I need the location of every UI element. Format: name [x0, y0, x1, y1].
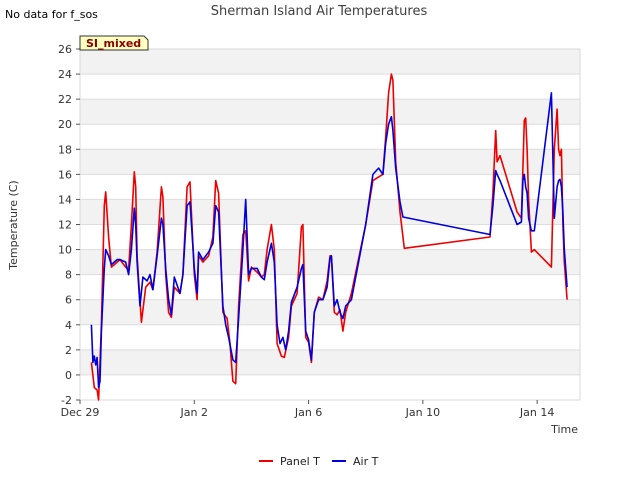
grid-bands: [80, 49, 580, 401]
y-tick-label: 22: [58, 93, 72, 106]
grid-band: [80, 124, 580, 150]
grid-band: [80, 374, 580, 400]
y-tick-label: 14: [58, 193, 72, 206]
grid-band: [80, 49, 580, 75]
tag-box-shape: [79, 35, 149, 51]
grid-band: [80, 99, 580, 125]
y-axis-label: Temperature (C): [7, 180, 20, 270]
series-line-air-t: [90, 92, 568, 389]
legend-label-air-t: Air T: [353, 455, 379, 468]
y-tick-label: 24: [58, 68, 72, 81]
y-tick-label: 2: [65, 344, 72, 357]
grid-band: [80, 299, 580, 325]
x-axis-label: Time: [550, 423, 578, 436]
x-tick-label: Dec 29: [61, 406, 100, 419]
grid-band: [80, 224, 580, 250]
grid-band: [80, 274, 580, 300]
x-tick-label: Jan 14: [519, 406, 554, 419]
y-tick-label: 16: [58, 168, 72, 181]
y-tick-label: 8: [65, 269, 72, 282]
x-ticks: Dec 29 Jan 2 Jan 6 Jan 10 Jan 14: [61, 400, 554, 419]
y-tick-label: 10: [58, 244, 72, 257]
grid-band: [80, 324, 580, 350]
y-tick-label: 18: [58, 143, 72, 156]
no-data-note: No data for f_sos: [5, 8, 98, 21]
y-tick-label: 6: [65, 294, 72, 307]
y-tick-label: 4: [65, 319, 72, 332]
y-tick-label: 0: [65, 369, 72, 382]
x-tick-label: Jan 10: [405, 406, 440, 419]
tag-box: SI_mixed: [79, 35, 149, 51]
y-tick-label: 26: [58, 43, 72, 56]
series-lines: [90, 73, 568, 401]
x-tick-label: Jan 6: [294, 406, 322, 419]
grid-band: [80, 349, 580, 375]
grid-band: [80, 74, 580, 100]
grid-band: [80, 174, 580, 200]
tag-label: SI_mixed: [86, 37, 141, 50]
legend-label-panel-t: Panel T: [280, 455, 320, 468]
legend: Panel T Air T: [259, 455, 379, 468]
y-tick-label: 20: [58, 118, 72, 131]
y-tick-label: 12: [58, 219, 72, 232]
grid-band: [80, 199, 580, 225]
y-tick-label: -2: [61, 394, 72, 407]
x-tick-label: Jan 2: [180, 406, 208, 419]
chart-title: Sherman Island Air Temperatures: [211, 4, 428, 19]
